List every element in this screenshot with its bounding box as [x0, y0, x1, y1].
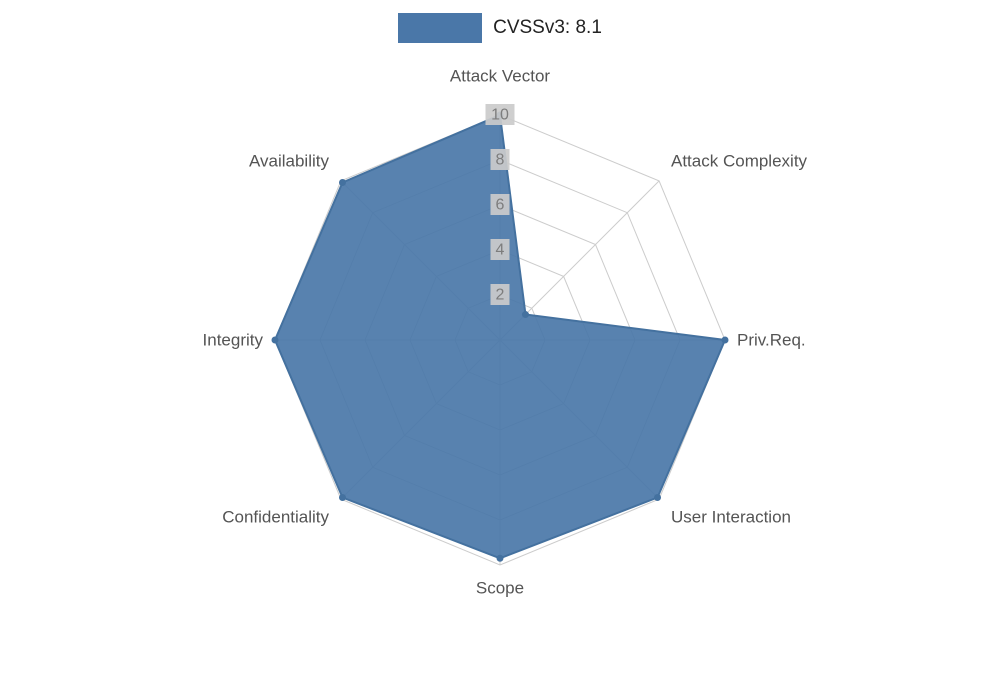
radar-data-point: [338, 494, 346, 502]
tick-label: 4: [496, 242, 505, 259]
tick-backdrop: [490, 194, 510, 215]
tick-backdrop: [490, 284, 510, 305]
axis-label-integrity: Integrity: [203, 331, 264, 350]
tick-label: 2: [496, 287, 505, 304]
tick-label: 8: [496, 152, 505, 169]
axis-label-priv-req-: Priv.Req.: [737, 331, 806, 350]
axis-label-user-interaction: User Interaction: [671, 508, 791, 527]
axis-label-attack-complexity: Attack Complexity: [671, 152, 808, 171]
tick-label: 6: [496, 197, 505, 214]
tick-backdrop: [490, 149, 510, 170]
axis-label-scope: Scope: [476, 579, 524, 598]
radar-data-point: [654, 494, 662, 502]
legend-label: CVSSv3: 8.1: [493, 17, 602, 38]
radar-data-point: [338, 178, 346, 186]
legend-swatch: [398, 13, 483, 43]
legend-item[interactable]: CVSSv3: 8.1: [0, 13, 1000, 43]
tick-label: 10: [491, 107, 509, 124]
radar-data-point: [496, 554, 504, 562]
axis-label-confidentiality: Confidentiality: [222, 508, 329, 527]
radar-grid-ring: [274, 114, 726, 566]
radar-data-point: [521, 311, 529, 319]
radar-data-point: [271, 336, 279, 344]
axis-label-attack-vector: Attack Vector: [450, 67, 550, 86]
tick-backdrop: [490, 239, 510, 260]
axis-label-availability: Availability: [249, 152, 330, 171]
radar-data-point: [721, 336, 729, 344]
tick-backdrop: [485, 104, 515, 125]
